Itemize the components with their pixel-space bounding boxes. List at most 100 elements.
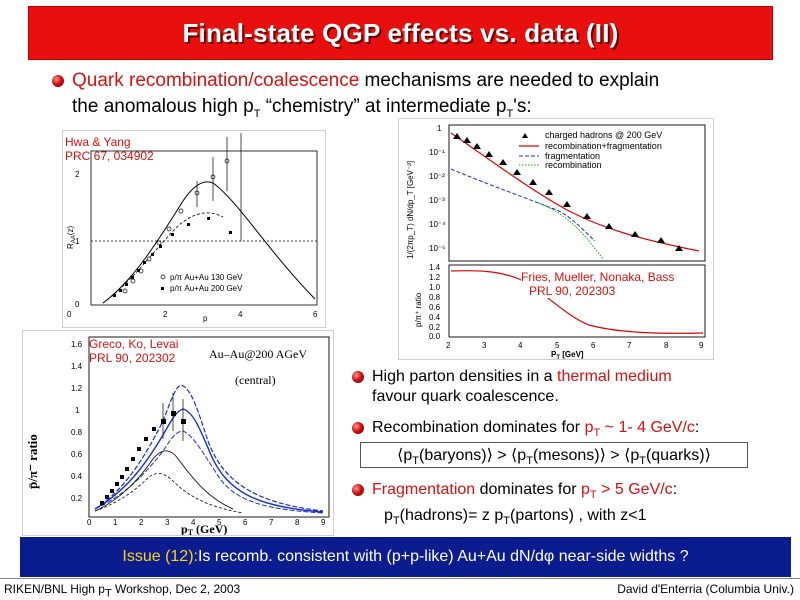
greco-curve-upper <box>94 384 324 512</box>
bullet-frag-colon: : <box>672 481 678 498</box>
fries-btick-7: 0.0 <box>429 332 441 341</box>
greco-system: Au–Au@200 AGeV <box>209 347 307 361</box>
intro-line2-b: “chemistry” at intermediate p <box>260 96 507 117</box>
fries-ytick-2: 10⁻¹ <box>429 148 445 157</box>
hwa-legend-2: p/π Au+Au 200 GeV <box>170 284 243 293</box>
intro-text: Quark recombination/coalescence mechanis… <box>72 68 772 120</box>
fries-xtick-4: 4 <box>518 341 523 350</box>
fries-btick-2: 1.0 <box>429 283 441 292</box>
greco-xtick-7: 7 <box>269 518 274 527</box>
greco-figure: 1.6 1.4 1.2 1 0.8 0.6 0.4 0.2 0 1 2 3 4 … <box>22 330 334 537</box>
hwa-xtick-4: 4 <box>238 310 243 319</box>
fries-legend-marker-data <box>522 133 528 138</box>
bullet-frag-highlight: Fragmentation <box>372 481 476 498</box>
fries-ratio-curve <box>450 270 704 334</box>
fries-bottom-frame <box>448 264 706 338</box>
fries-legend-1: charged hadrons @ 200 GeV <box>545 130 662 140</box>
greco-ytick-3: 1 <box>75 406 80 415</box>
greco-centrality: (central) <box>235 373 276 387</box>
greco-citation: Greco, Ko, Levai PRL 90, 202302 <box>89 337 178 365</box>
greco-curve-black-2 <box>94 473 244 514</box>
greco-xtick-4: 4 <box>191 518 196 527</box>
hwa-error-bars <box>196 133 242 241</box>
fries-top-frame <box>448 124 706 262</box>
bullet-thermal-text-b: favour quark coalescence. <box>372 388 559 405</box>
hwa-yang-figure: 2 1 0 0 2 4 6 p RAA(z) <box>62 130 326 328</box>
greco-data-points <box>100 411 186 505</box>
fries-xtick-6: 6 <box>591 341 596 350</box>
intro-sub2: T <box>506 107 514 120</box>
fries-btick-5: 0.4 <box>429 313 441 322</box>
fries-citation: Fries, Mueller, Nonaka, Bass PRL 90, 202… <box>521 270 675 298</box>
intro-sub1: T <box>253 107 261 120</box>
intro-highlight: Quark recombination/coalescence <box>72 70 360 91</box>
bullet-thermal-highlight: thermal medium <box>557 368 672 385</box>
footer-left: RIKEN/BNL High pT Workshop, Dec 2, 2003 <box>4 582 241 600</box>
greco-ylabel: p̄/π⁻ ratio <box>25 434 40 489</box>
greco-curve-black-1 <box>94 450 234 512</box>
hwa-data-200 <box>113 217 232 297</box>
fries-btick-6: 0.2 <box>429 323 441 332</box>
hwa-ytick-2: 2 <box>75 170 80 179</box>
bullet-icon <box>52 75 64 87</box>
hwa-ytick-0: 0 <box>75 300 80 309</box>
bullet-icon <box>352 371 364 383</box>
greco-ytick-7: 0.2 <box>71 494 83 503</box>
fries-ytick-4: 10⁻³ <box>429 196 445 205</box>
bullet-frag-text: dominates for <box>475 481 581 498</box>
footer-right: David d'Enterria (Columbia Univ.) <box>617 582 794 596</box>
bullet-thermal: High parton densities in a thermal mediu… <box>372 367 782 407</box>
bullet-recombination: Recombination dominates for pT ~ 1- 4 Ge… <box>372 418 792 440</box>
hwa-legend-marker-1 <box>160 274 166 280</box>
greco-axes-frame <box>88 336 330 518</box>
fries-legend-3: fragmentation <box>545 151 600 161</box>
fries-plot: 1 10⁻¹ 10⁻² 10⁻³ 10⁻⁴ 10⁻⁵ 1/(2πp_T) dN/… <box>406 124 706 361</box>
greco-ytick-2: 1.2 <box>71 384 83 393</box>
hwa-xtick-6: 6 <box>313 310 318 319</box>
fries-btick-3: 0.8 <box>429 293 441 302</box>
greco-xtick-2: 2 <box>139 518 144 527</box>
fries-xtick-7: 7 <box>627 341 632 350</box>
greco-citation-line1: Greco, Ko, Levai <box>89 337 179 351</box>
greco-xtick-8: 8 <box>295 518 300 527</box>
fries-ytick-5: 10⁻⁴ <box>429 220 446 229</box>
fries-curve-recombination <box>538 202 604 260</box>
greco-ytick-0: 1.6 <box>71 340 83 349</box>
fries-xlabel: PT [GeV] <box>551 350 584 359</box>
fries-ytick-3: 10⁻² <box>429 172 445 181</box>
greco-citation-line2: PRL 90, 202302 <box>89 351 176 365</box>
bullet-fragmentation: Fragmentation dominates for pT > 5 GeV/c… <box>372 480 792 502</box>
hwa-axes-frame <box>90 150 318 306</box>
bullet-frag-range: pT > 5 GeV/c <box>581 481 673 502</box>
fries-xtick-5: 5 <box>555 341 560 350</box>
ordering-text: ⟨pT(baryons)⟩ > ⟨pT(mesons)⟩ > ⟨pT(quark… <box>397 447 711 468</box>
fragmentation-formula: pT(hadrons)= z pT(partons) , with z<1 <box>384 507 647 528</box>
greco-xtick-1: 1 <box>113 518 118 527</box>
hwa-citation-line2: PRC 67, 034902 <box>65 149 154 163</box>
greco-xtick-6: 6 <box>243 518 248 527</box>
fries-bottom-ylabel: p/π⁺ ratio <box>414 292 423 327</box>
footer-divider <box>0 578 800 579</box>
ordering-box: ⟨pT(baryons)⟩ > ⟨pT(mesons)⟩ > ⟨pT(quark… <box>360 442 748 468</box>
bullet-thermal-text-a: High parton densities in a <box>372 368 557 385</box>
hwa-yang-plot: 2 1 0 0 2 4 6 p RAA(z) <box>66 133 318 323</box>
hwa-citation: Hwa & Yang PRC 67, 034902 <box>65 135 154 163</box>
fries-btick-0: 1.4 <box>429 263 441 272</box>
fries-btick-1: 1.2 <box>429 273 441 282</box>
greco-plot: 1.6 1.4 1.2 1 0.8 0.6 0.4 0.2 0 1 2 3 4 … <box>25 336 330 537</box>
fries-xtick-3: 3 <box>482 341 487 350</box>
greco-xtick-3: 3 <box>165 518 170 527</box>
bullet-recomb-range: pT ~ 1- 4 GeV/c <box>584 419 695 440</box>
title-bar: Final-state QGP effects vs. data (II) <box>28 6 773 60</box>
greco-ytick-6: 0.4 <box>71 472 83 481</box>
hwa-citation-line1: Hwa & Yang <box>65 135 131 149</box>
greco-ytick-5: 0.6 <box>71 450 83 459</box>
fries-curve-recomb-frag <box>450 132 700 252</box>
bullet-recomb-colon: : <box>694 419 700 436</box>
fries-xtick-9: 9 <box>699 341 704 350</box>
hwa-legend-marker-2 <box>161 287 164 290</box>
fries-citation-line2: PRL 90, 202303 <box>529 284 616 298</box>
hwa-ylabel: RAA(z) <box>66 226 77 249</box>
fries-xtick-8: 8 <box>664 341 669 350</box>
issue-label: Issue (12): <box>122 548 198 565</box>
